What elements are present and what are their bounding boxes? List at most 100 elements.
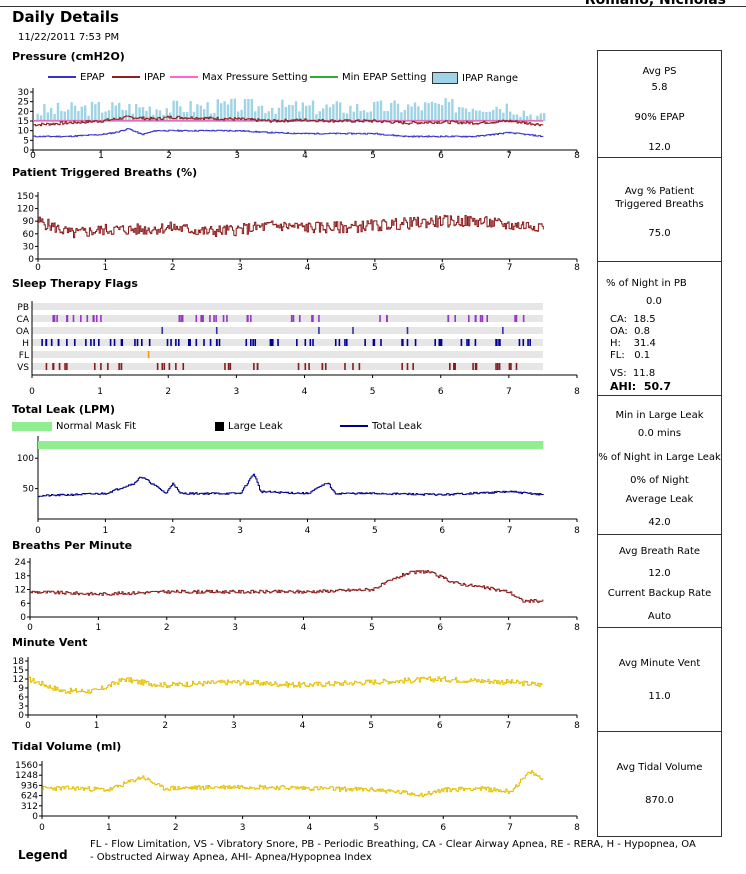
pressure-y-tick-label: 30 [18,88,30,98]
flag-event-mark [187,339,190,346]
ipap-range-bar [43,104,46,121]
mv-x-tick-label: 4 [300,721,306,731]
stat-backup-rate-label: Current Backup Rate [607,588,712,599]
flag-event-mark [256,363,259,370]
flag-event-mark [202,315,204,322]
ipap-range-bar [138,107,141,121]
ipap-range-bar [274,113,277,121]
stat-avg-leak-label: Average Leak [625,494,694,505]
normal-mask-fit-band [38,441,544,449]
pressure-y-tick-label: 10 [18,127,30,137]
bpm-x-tick-label: 1 [96,623,102,633]
flag-event-mark [141,339,143,346]
flag-event-mark [246,315,249,322]
flag-event-mark [189,339,191,346]
mv-y-tick-label: 3 [18,702,24,712]
flag-event-mark [134,339,136,346]
flag-event-mark [73,339,76,346]
flag-event-mark [364,339,366,346]
stat-fl: FL: 0.1 [610,350,651,361]
flag-event-mark [166,339,169,346]
mv-title: Minute Vent [12,636,88,649]
stat-epap-label: 90% EPAP [634,112,685,123]
flag-event-mark [352,327,354,334]
ipap-range-bar [522,110,525,121]
tv-x-tick-label: 5 [374,823,380,833]
ipap-range-bar [243,99,247,121]
flag-event-mark [311,315,313,322]
ipap-range-bar [220,103,223,121]
ptb-x-tick-label: 3 [237,263,243,273]
ipap-range-bar [240,109,243,121]
ipap-range-bar [328,107,332,121]
flag-event-mark [352,363,354,370]
flag-event-mark [497,363,499,370]
ipap-range-bar [335,101,338,121]
flag-event-mark [312,339,314,346]
flag-event-mark [338,339,341,346]
ipap-range-bar [475,110,478,121]
flag-event-mark [474,315,477,322]
stat-avg-ps-value: 5.8 [651,82,668,93]
bpm-x-tick-label: 0 [27,623,33,633]
flag-event-mark [434,339,436,346]
flag-event-mark [309,339,312,346]
mv-x-tick-label: 1 [94,721,100,731]
mv-x-tick-label: 5 [368,721,374,731]
flag-event-mark [113,339,116,346]
ipap-range-bar [155,109,158,121]
ipap-range-bar [362,110,366,121]
ipap-range-bar [539,113,542,121]
pressure-x-tick-label: 3 [234,151,240,161]
flag-event-mark [318,327,320,334]
ipap-range-bar [87,115,90,121]
flags-x-tick-label: 7 [506,387,512,397]
flag-event-mark [401,363,403,370]
flag-event-mark [472,363,474,370]
ipap-range-bar [366,112,369,121]
flag-event-mark [250,339,252,346]
report-date: 11/22/2011 7:53 PM [18,32,120,43]
stat-avg-ps-label: Avg PS [642,66,677,77]
bpm-x-tick-label: 7 [506,623,512,633]
flag-event-mark [440,339,443,346]
ipap-range-bar [322,108,325,121]
flag-event-mark [474,339,477,346]
flag-event-mark [56,315,58,322]
flag-row-band-ca [32,315,543,322]
ipap-range-bar [342,112,345,121]
flag-event-mark [175,363,177,370]
leak-x-tick-label: 7 [507,526,513,536]
stat-avg-leak-value: 42.0 [648,517,671,528]
flag-event-mark [460,339,463,346]
ipap-range-bar [481,111,485,121]
bpm-y-tick-label: 6 [20,599,26,609]
ipap-range-bar [67,109,70,121]
flag-event-mark [120,363,123,370]
flag-event-mark [252,339,254,346]
leak-x-tick-label: 2 [170,526,176,536]
flag-event-mark [64,363,66,370]
ipap-range-bar [373,101,376,121]
flag-event-mark [308,363,310,370]
ipap-range-bar [111,102,114,121]
ipap-range-bar [53,113,56,121]
flag-event-mark [90,339,92,346]
flag-event-mark [518,339,521,346]
stat-breath-rate-label: Avg Breath Rate [618,546,701,557]
flag-event-mark [496,339,498,346]
ptb-x-tick-label: 4 [305,263,311,273]
ipap-range-bar [536,115,539,121]
stat-tidal-volume-value: 870.0 [645,795,674,806]
flag-event-mark [53,315,56,322]
flag-event-mark [215,315,217,322]
flag-row-band-fl [32,351,543,358]
legend-ipap: IPAP [112,72,165,83]
leak-x-tick-label: 3 [237,526,243,536]
ipap-range-bar [77,110,80,121]
flag-event-mark [95,315,98,322]
ptb-x-tick-label: 1 [103,263,109,273]
stat-vs: VS: 11.8 [610,368,656,379]
flags-x-tick-label: 4 [302,387,308,397]
flag-event-mark [203,339,205,346]
